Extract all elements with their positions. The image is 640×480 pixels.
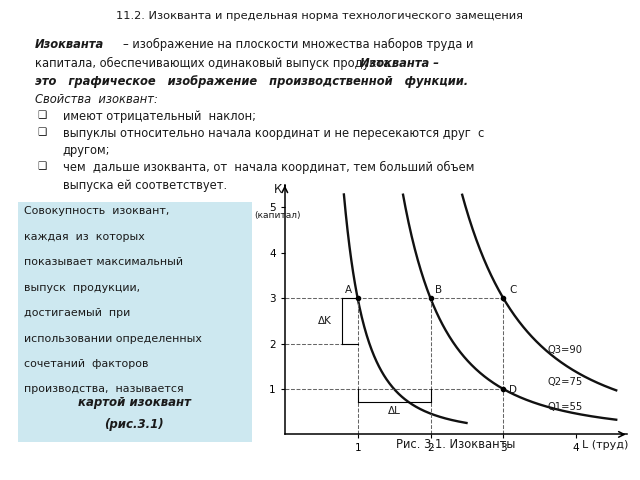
Text: использовании определенных: использовании определенных	[24, 334, 202, 344]
Text: производства,  называется: производства, называется	[24, 384, 184, 395]
Text: выпуск  продукции,: выпуск продукции,	[24, 283, 140, 293]
Text: достигаемый  при: достигаемый при	[24, 308, 131, 318]
Text: D: D	[509, 384, 517, 395]
Text: Рис. 3.1. Изокванты: Рис. 3.1. Изокванты	[396, 438, 515, 451]
Text: сочетаний  факторов: сочетаний факторов	[24, 359, 149, 369]
Text: Q3=90: Q3=90	[547, 346, 582, 356]
Text: Q1=55: Q1=55	[547, 402, 582, 412]
Text: C: C	[509, 285, 516, 295]
Text: (рис.3.1): (рис.3.1)	[104, 418, 164, 431]
Text: L (труд): L (труд)	[582, 440, 628, 450]
Text: ΔL: ΔL	[388, 406, 401, 416]
Text: – изображение на плоскости множества наборов труда и: – изображение на плоскости множества наб…	[123, 38, 473, 51]
Text: Q2=75: Q2=75	[547, 377, 582, 387]
Text: Совокупность  изоквант,: Совокупность изоквант,	[24, 206, 170, 216]
Text: ❑: ❑	[37, 127, 46, 137]
Text: (капитал): (капитал)	[254, 211, 301, 220]
Text: Свойства  изоквант:: Свойства изоквант:	[35, 93, 158, 106]
Text: чем  дальше изокванта, от  начала координат, тем больший объем: чем дальше изокванта, от начала координа…	[63, 161, 474, 174]
Text: показывает максимальный: показывает максимальный	[24, 257, 183, 267]
Text: это   графическое   изображение   производственной   функции.: это графическое изображение производстве…	[35, 75, 468, 88]
Text: имеют отрицательный  наклон;: имеют отрицательный наклон;	[63, 110, 256, 123]
Text: ❑: ❑	[37, 161, 46, 171]
Text: A: A	[344, 285, 351, 295]
Text: выпуклы относительно начала координат и не пересекаются друг  с: выпуклы относительно начала координат и …	[63, 127, 484, 140]
Text: каждая  из  которых: каждая из которых	[24, 232, 145, 242]
Text: выпуска ей соответствует.: выпуска ей соответствует.	[63, 179, 227, 192]
Text: К: К	[273, 183, 282, 196]
Text: ❑: ❑	[37, 110, 46, 120]
Text: другом;: другом;	[63, 144, 110, 157]
Text: 11.2. Изокванта и предельная норма технологического замещения: 11.2. Изокванта и предельная норма техно…	[116, 11, 524, 21]
Text: ΔK: ΔK	[318, 316, 332, 326]
Text: Изокванта: Изокванта	[35, 38, 104, 51]
Text: Изокванта –: Изокванта –	[360, 57, 439, 70]
Text: картой изоквант: картой изоквант	[78, 396, 191, 409]
Text: капитала, обеспечивающих одинаковый выпуск продукта.: капитала, обеспечивающих одинаковый выпу…	[35, 57, 397, 70]
Text: B: B	[435, 285, 442, 295]
